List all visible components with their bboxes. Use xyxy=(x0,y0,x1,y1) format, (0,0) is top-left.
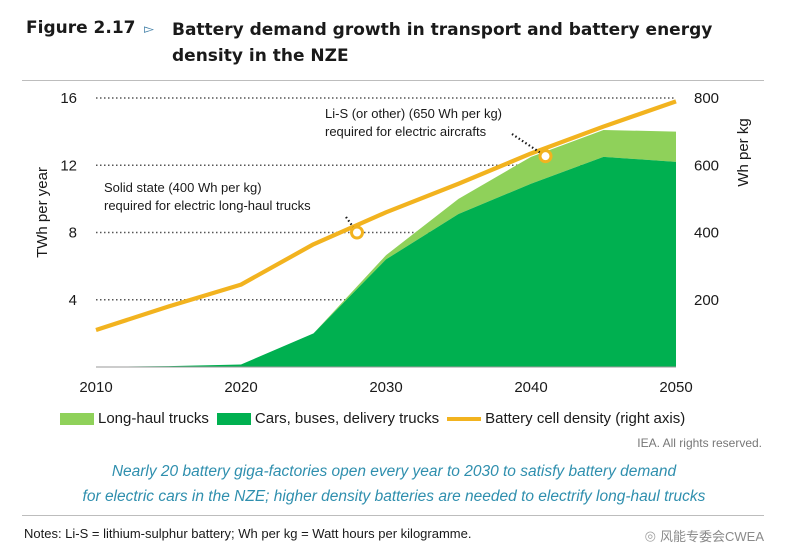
annotation-1-line-1: Solid state (400 Wh per kg) xyxy=(104,180,262,195)
legend-swatch-cars xyxy=(216,412,251,425)
y-left-tick-12: 12 xyxy=(60,157,77,174)
figure-label: Figure 2.17 xyxy=(26,18,136,38)
annotation-2-marker xyxy=(538,149,553,164)
y-left-axis-title: TWh per year xyxy=(34,167,51,258)
y-right-axis-title: Wh per kg xyxy=(735,118,752,186)
line-battery-cell-density xyxy=(95,99,677,333)
figure-caption: Nearly 20 battery giga-factories open ev… xyxy=(0,459,788,509)
x-tick-2010: 2010 xyxy=(79,379,112,396)
legend-label-density: Battery cell density (right axis) xyxy=(485,410,686,427)
y-right-tick-600: 600 xyxy=(694,157,719,174)
caption-line-2: for electric cars in the NZE; higher den… xyxy=(82,488,706,505)
annotation-2-line-2: required for electric aircrafts xyxy=(325,124,487,139)
annotation-1-marker xyxy=(350,225,364,240)
annotation-2-line-1: Li-S (or other) (650 Wh per kg) xyxy=(325,106,502,121)
x-tick-2030: 2030 xyxy=(369,379,402,396)
y-left-tick-4: 4 xyxy=(69,292,77,309)
notes: Notes: Li-S = lithium-sulphur battery; W… xyxy=(24,526,472,541)
legend-label-long-haul: Long-haul trucks xyxy=(98,410,209,427)
caption-line-1: Nearly 20 battery giga-factories open ev… xyxy=(111,463,677,480)
legend-item-cars: Cars, buses, delivery trucks xyxy=(216,410,440,427)
y-right-tick-400: 400 xyxy=(694,225,719,242)
legend-swatch-long-haul xyxy=(60,412,94,425)
watermark-text: 风能专委会CWEA xyxy=(659,529,764,544)
x-tick-2040: 2040 xyxy=(514,379,547,396)
x-tick-2020: 2020 xyxy=(224,379,257,396)
y-left-tick-16: 16 xyxy=(60,90,77,107)
area-cars-buses-delivery-trucks xyxy=(96,156,676,367)
figure-arrow-icon: ▻ xyxy=(144,21,154,36)
chart: 2010 2020 2030 2040 2050 4 8 12 16 200 400 600 800 TW… xyxy=(34,90,752,396)
annotation-1-line-2: required for electric long-haul trucks xyxy=(104,198,311,213)
figure-title: Battery demand growth in transport and b… xyxy=(172,20,713,66)
legend-item-long-haul: Long-haul trucks xyxy=(60,410,209,427)
area-long-haul-trucks xyxy=(96,129,676,367)
wechat-icon: ◎ xyxy=(644,527,656,543)
top-divider xyxy=(22,80,764,81)
y-right-tick-800: 800 xyxy=(694,90,719,107)
bottom-divider xyxy=(22,515,764,516)
rights-notice: IEA. All rights reserved. xyxy=(637,436,762,450)
x-tick-2050: 2050 xyxy=(659,379,692,396)
legend-item-density: Battery cell density (right axis) xyxy=(447,410,685,427)
y-left-tick-8: 8 xyxy=(69,225,77,242)
y-right-tick-200: 200 xyxy=(694,292,719,309)
legend-swatch-density xyxy=(447,416,482,421)
legend: Long-haul trucks Cars, buses, delivery t… xyxy=(60,410,693,427)
legend-label-cars: Cars, buses, delivery trucks xyxy=(254,410,440,427)
watermark: ◎ 风能专委会CWEA xyxy=(645,526,764,545)
